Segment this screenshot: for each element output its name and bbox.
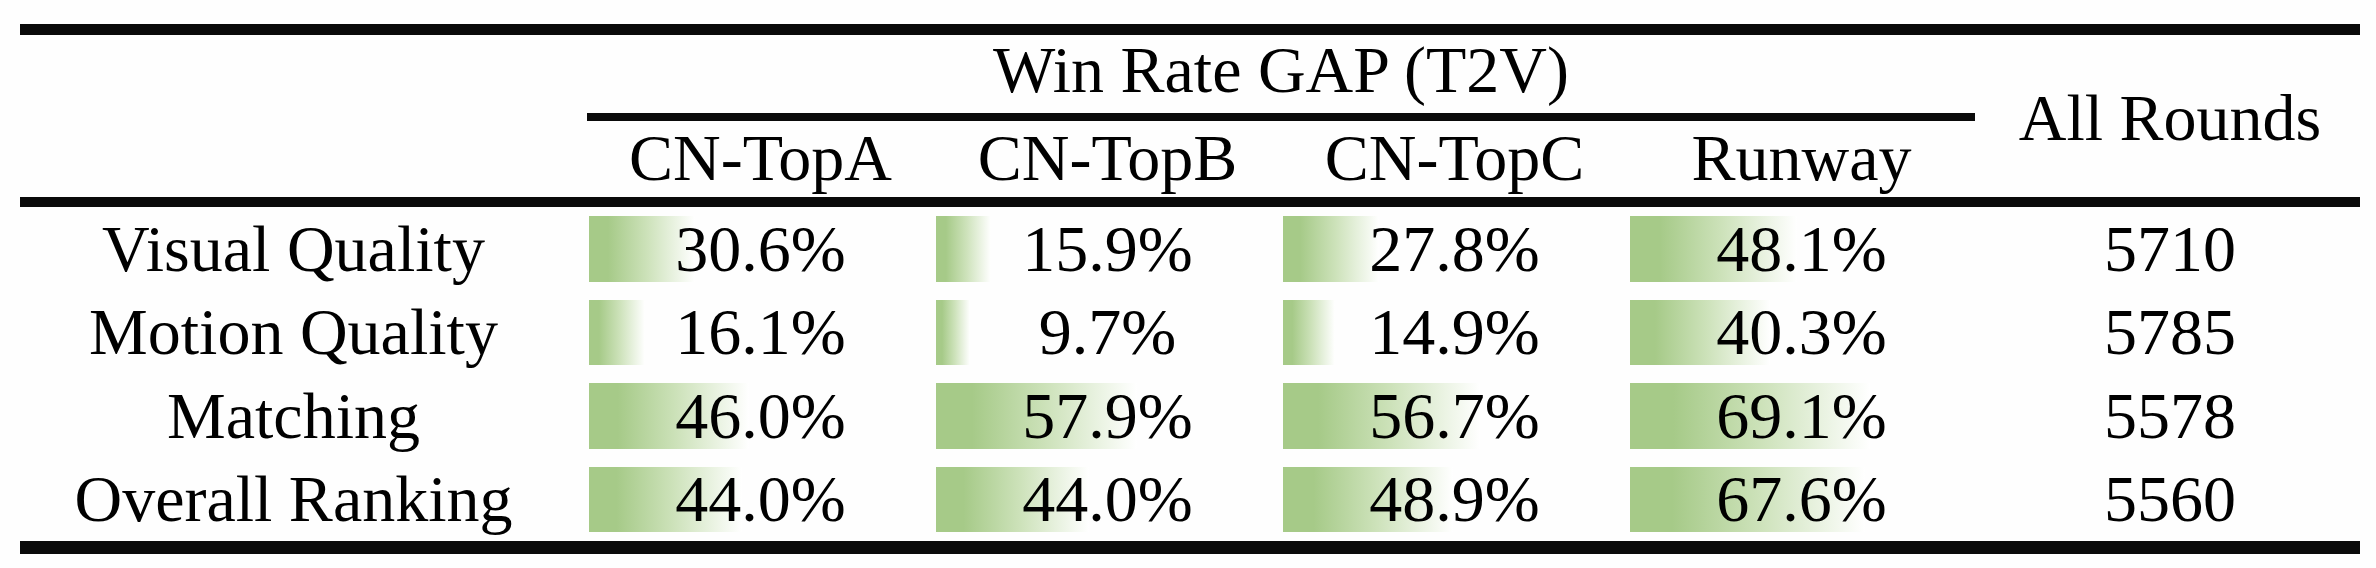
win-rate-value: 15.9% bbox=[1022, 211, 1192, 287]
win-rate-cell: 69.1% bbox=[1628, 374, 1975, 458]
win-rate-value: 48.9% bbox=[1369, 461, 1539, 537]
table-body: Visual Quality30.6%15.9%27.8%48.1%5710Mo… bbox=[0, 207, 2376, 541]
win-rate-data-bar bbox=[1283, 300, 1335, 366]
win-rate-results-table: Win Rate GAP (T2V) All Rounds CN-TopA CN… bbox=[0, 0, 2376, 568]
win-rate-value: 67.6% bbox=[1716, 461, 1886, 537]
win-rate-cell: 27.8% bbox=[1281, 207, 1628, 291]
all-rounds-value: 5710 bbox=[1975, 207, 2365, 291]
row-label: Overall Ranking bbox=[0, 458, 587, 542]
column-header-runway: Runway bbox=[1628, 125, 1975, 195]
win-rate-cell: 57.9% bbox=[934, 374, 1281, 458]
win-rate-value: 9.7% bbox=[1039, 294, 1176, 370]
win-rate-cell: 40.3% bbox=[1628, 291, 1975, 375]
win-rate-data-bar bbox=[1283, 216, 1379, 282]
win-rate-cell: 30.6% bbox=[587, 207, 934, 291]
all-rounds-column-header: All Rounds bbox=[1975, 76, 2365, 160]
win-rate-cell: 44.0% bbox=[587, 458, 934, 542]
win-rate-value: 57.9% bbox=[1022, 378, 1192, 454]
all-rounds-value: 5578 bbox=[1975, 374, 2365, 458]
win-rate-value: 46.0% bbox=[675, 378, 845, 454]
row-label: Matching bbox=[0, 374, 587, 458]
win-rate-value: 69.1% bbox=[1716, 378, 1886, 454]
win-rate-cell: 48.1% bbox=[1628, 207, 1975, 291]
table-row: Overall Ranking 44.0% 44.0% 48.9% 67.6% 5560 bbox=[0, 458, 2376, 542]
win-rate-cell: 67.6% bbox=[1628, 458, 1975, 542]
table-bottom-rule bbox=[20, 541, 2360, 554]
win-rate-value: 48.1% bbox=[1716, 211, 1886, 287]
win-rate-data-bar bbox=[936, 216, 991, 282]
group-underline-rule bbox=[587, 113, 1975, 121]
win-rate-value: 56.7% bbox=[1369, 378, 1539, 454]
win-rate-value: 40.3% bbox=[1716, 294, 1886, 370]
table-row: Visual Quality 30.6% 15.9% 27.8% 48.1% 5710 bbox=[0, 207, 2376, 291]
win-rate-value: 14.9% bbox=[1369, 294, 1539, 370]
win-rate-value: 27.8% bbox=[1369, 211, 1539, 287]
win-rate-cell: 15.9% bbox=[934, 207, 1281, 291]
win-rate-value: 44.0% bbox=[675, 461, 845, 537]
column-header-cn-topb: CN-TopB bbox=[934, 125, 1281, 195]
win-rate-data-bar bbox=[936, 300, 970, 366]
win-rate-cell: 16.1% bbox=[587, 291, 934, 375]
row-label: Visual Quality bbox=[0, 207, 587, 291]
win-rate-cell: 9.7% bbox=[934, 291, 1281, 375]
all-rounds-value: 5785 bbox=[1975, 291, 2365, 375]
table-row: Motion Quality 16.1% 9.7% 14.9% 40.3% 5785 bbox=[0, 291, 2376, 375]
header-separator-rule bbox=[20, 197, 2360, 207]
win-rate-cell: 56.7% bbox=[1281, 374, 1628, 458]
all-rounds-value: 5560 bbox=[1975, 458, 2365, 542]
row-label: Motion Quality bbox=[0, 291, 587, 375]
column-group-title: Win Rate GAP (T2V) bbox=[587, 28, 1975, 112]
column-header-cn-topc: CN-TopC bbox=[1281, 125, 1628, 195]
win-rate-value: 16.1% bbox=[675, 294, 845, 370]
win-rate-cell: 48.9% bbox=[1281, 458, 1628, 542]
win-rate-cell: 14.9% bbox=[1281, 291, 1628, 375]
win-rate-value: 44.0% bbox=[1022, 461, 1192, 537]
win-rate-cell: 46.0% bbox=[587, 374, 934, 458]
win-rate-cell: 44.0% bbox=[934, 458, 1281, 542]
win-rate-data-bar bbox=[589, 300, 645, 366]
table-row: Matching 46.0% 57.9% 56.7% 69.1% 5578 bbox=[0, 374, 2376, 458]
column-headers-row: CN-TopA CN-TopB CN-TopC Runway bbox=[587, 125, 1975, 195]
win-rate-value: 30.6% bbox=[675, 211, 845, 287]
column-header-cn-topa: CN-TopA bbox=[587, 125, 934, 195]
